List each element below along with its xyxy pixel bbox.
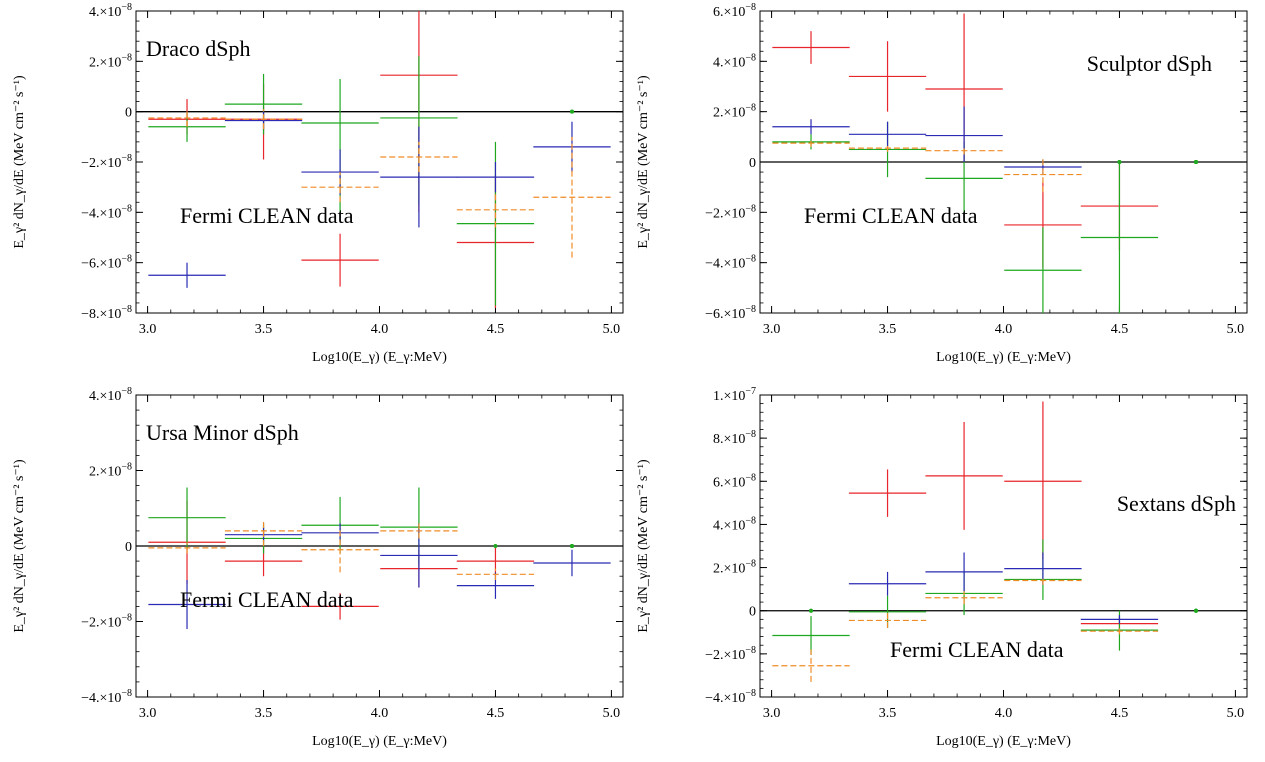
panel-draco: 3.0 3.5 4.0 4.5 5.0 −8.×10−8 −6.×10−8 −4.×10−8 −… (12, 2, 624, 365)
y-tick-label: −6.×10−8 (81, 254, 132, 272)
data-point-marker (809, 608, 814, 613)
galaxy-name-label: Ursa Minor dSph (146, 420, 299, 445)
y-tick-label: −4.×10−8 (705, 254, 756, 272)
y-tick-label: −2.×10−8 (81, 153, 132, 171)
x-tick-label: 3.5 (255, 322, 273, 337)
y-tick-label: −6.×10−8 (705, 304, 756, 322)
y-tick-label: 4.×10−8 (89, 2, 132, 20)
y-tick-label: 4.×10−8 (713, 515, 756, 533)
data-source-label: Fermi CLEAN data (180, 203, 354, 228)
y-tick-label: 0 (749, 156, 756, 171)
x-tick-label: 3.5 (879, 706, 897, 721)
y-tick-label: −4.×10−8 (81, 688, 132, 706)
y-tick-label: 6.×10−8 (713, 472, 756, 490)
y-axis-label: E_γ² dN_γ/dE (MeV cm⁻² s⁻¹) (12, 459, 27, 633)
x-tick-label: 4.0 (371, 322, 389, 337)
x-tick-label: 4.0 (995, 322, 1013, 337)
y-tick-label: −2.×10−8 (81, 613, 132, 631)
data-point-marker (569, 109, 574, 114)
y-tick-label: 4.×10−8 (713, 52, 756, 70)
x-axis-label: Log10(E_γ) (E_γ:MeV) (936, 350, 1071, 365)
panel-sculptor: 3.0 3.5 4.0 4.5 5.0 −6.×10−8 −4.×10−8 −2.×10−8 0… (636, 2, 1248, 365)
x-tick-label: 3.0 (763, 706, 781, 721)
y-tick-label: 2.×10−8 (713, 559, 756, 577)
y-tick-label: 8.×10−8 (713, 429, 756, 447)
y-tick-label: 2.×10−8 (713, 103, 756, 121)
y-tick-label: −8.×10−8 (81, 304, 132, 322)
data-source-label: Fermi CLEAN data (890, 637, 1064, 662)
panel-ursa-minor: 3.0 3.5 4.0 4.5 5.0 −4.×10−8 −2.×10−8 0 2.×10−8 4… (12, 386, 624, 749)
x-tick-label: 4.5 (487, 706, 505, 721)
x-tick-label: 4.0 (995, 706, 1013, 721)
x-tick-label: 4.0 (371, 706, 389, 721)
x-tick-label: 5.0 (603, 706, 621, 721)
galaxy-name-label: Draco dSph (146, 36, 250, 61)
x-tick-label: 3.0 (763, 322, 781, 337)
x-tick-label: 5.0 (1227, 706, 1245, 721)
x-tick-label: 3.5 (255, 706, 273, 721)
panel-sextans: 3.0 3.5 4.0 4.5 5.0 −4.×10−8 −2.×10−8 0 2.×10−8 4… (636, 386, 1248, 749)
data-point-marker (1193, 608, 1198, 613)
y-tick-label: 2.×10−8 (89, 52, 132, 70)
y-tick-label: 1.×10−7 (713, 386, 756, 404)
data-source-label: Fermi CLEAN data (180, 587, 354, 612)
data-source-label: Fermi CLEAN data (804, 203, 978, 228)
x-tick-label: 3.5 (879, 322, 897, 337)
y-tick-label: 0 (125, 106, 132, 121)
x-tick-label: 5.0 (603, 322, 621, 337)
y-tick-label: 0 (749, 605, 756, 620)
data-point-marker (1117, 160, 1122, 164)
y-tick-label: −4.×10−8 (705, 688, 756, 706)
x-axis-label: Log10(E_γ) (E_γ:MeV) (312, 350, 447, 365)
y-axis-label: E_γ² dN_γ/dE (MeV cm⁻² s⁻¹) (12, 75, 27, 249)
y-tick-label: −2.×10−8 (705, 645, 756, 663)
x-tick-label: 4.5 (487, 322, 505, 337)
x-axis-label: Log10(E_γ) (E_γ:MeV) (936, 734, 1071, 749)
x-tick-label: 4.5 (1111, 322, 1129, 337)
y-axis-label: E_γ² dN_γ/dE (MeV cm⁻² s⁻¹) (636, 75, 651, 249)
y-tick-label: 4.×10−8 (89, 386, 132, 404)
y-tick-label: 2.×10−8 (89, 462, 132, 480)
y-tick-label: −4.×10−8 (81, 203, 132, 221)
x-tick-label: 5.0 (1227, 322, 1245, 337)
data-point-marker (1193, 160, 1198, 164)
x-axis-label: Log10(E_γ) (E_γ:MeV) (312, 734, 447, 749)
y-tick-label: 6.×10−8 (713, 2, 756, 20)
galaxy-name-label: Sextans dSph (1117, 491, 1236, 516)
y-axis-label: E_γ² dN_γ/dE (MeV cm⁻² s⁻¹) (636, 459, 651, 633)
x-tick-label: 4.5 (1111, 706, 1129, 721)
x-tick-label: 3.0 (139, 322, 157, 337)
y-tick-label: 0 (125, 540, 132, 555)
x-tick-label: 3.0 (139, 706, 157, 721)
data-point-marker (569, 544, 574, 548)
galaxy-name-label: Sculptor dSph (1087, 51, 1212, 76)
y-tick-label: −2.×10−8 (705, 203, 756, 221)
data-point-marker (493, 544, 498, 548)
